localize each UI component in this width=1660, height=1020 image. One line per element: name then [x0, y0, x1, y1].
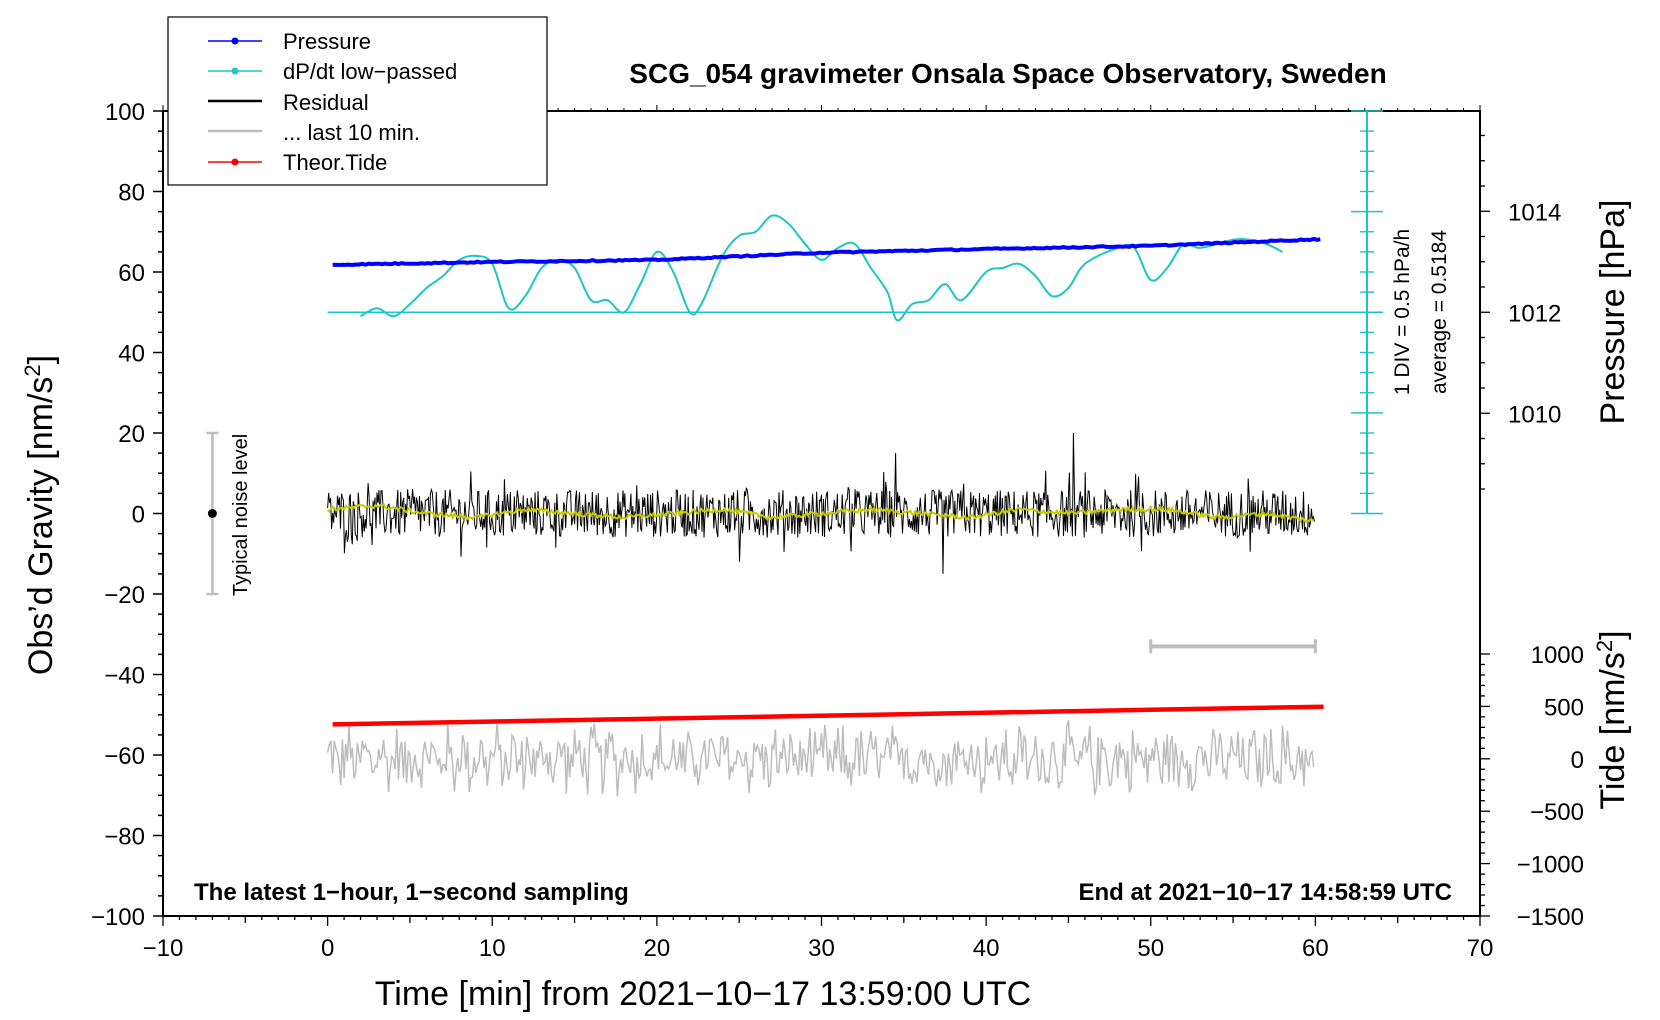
legend-label: Residual — [283, 90, 369, 115]
series-last10 — [326, 720, 1315, 797]
series-residual-smoothed — [326, 503, 1315, 524]
gravity-tick-label: 40 — [118, 341, 145, 368]
legend-item-pressure: Pressure — [208, 29, 371, 54]
time-tick-label: 20 — [644, 935, 671, 962]
tide-tick-label: −500 — [1530, 799, 1584, 826]
series-dpdt — [360, 214, 1283, 322]
series-residual — [327, 432, 1315, 574]
pressure-tick-label: 1010 — [1508, 401, 1561, 428]
legend-item-residual: Residual — [208, 90, 369, 115]
time-tick-label: 0 — [321, 935, 334, 962]
noise-bar-center — [207, 509, 217, 518]
series-pressure — [332, 236, 1321, 268]
tide-tick-label: 500 — [1544, 694, 1584, 721]
legend-item-last10: ... last 10 min. — [208, 120, 420, 145]
tide-tick-label: 0 — [1571, 747, 1584, 774]
time-axis: −10 0 10 20 30 40 50 60 70 — [143, 105, 1494, 962]
y-axis-title-tide: Tide [nm/s2] — [1592, 630, 1632, 809]
time-tick-label: 30 — [808, 935, 835, 962]
series-layer — [206, 214, 1324, 797]
gravity-tick-label: 100 — [105, 99, 145, 126]
time-tick-label: 70 — [1467, 935, 1494, 962]
gravity-tick-label: −80 — [104, 824, 145, 851]
time-tick-label: −10 — [143, 935, 184, 962]
gravity-tick-label: −60 — [104, 743, 145, 770]
annotation-left: The latest 1−hour, 1−second sampling — [194, 879, 629, 906]
time-tick-label: 10 — [479, 935, 506, 962]
legend-item-dpdt: dP/dt low−passed — [208, 59, 457, 84]
pressure-tick-label: 1014 — [1508, 199, 1561, 226]
legend-marker — [231, 37, 239, 45]
y-axis-title-pressure: Pressure [hPa] — [1594, 200, 1632, 425]
gravity-tick-label: −20 — [104, 582, 145, 609]
y-axis-title-gravity: Obs’d Gravity [nm/s2] — [20, 355, 60, 675]
series-tide — [332, 704, 1324, 727]
legend-label: dP/dt low−passed — [283, 59, 457, 84]
time-tick-label: 40 — [973, 935, 1000, 962]
time-tick-label: 50 — [1137, 935, 1164, 962]
scale-label: 1 DIV = 0.5 hPa/h — [1391, 229, 1414, 395]
pressure-tick-label: 1012 — [1508, 300, 1561, 327]
gravity-tick-label: −40 — [104, 663, 145, 690]
gravity-tick-label: 60 — [118, 260, 145, 287]
x-axis-title: Time [min] from 2021−10−17 13:59:00 UTC — [375, 975, 1031, 1013]
chart-title: SCG_054 gravimeter Onsala Space Observat… — [629, 58, 1386, 89]
gravity-axis: 100 80 60 40 20 0 −20 −40 −60 −80 −100 — [91, 99, 163, 931]
pressure-scale-bar — [327, 110, 1383, 515]
right-axes: 1014 1012 1010 1000 500 0 −500 −1000 −1500 — [1480, 134, 1584, 931]
time-tick-label: 60 — [1302, 935, 1329, 962]
tide-tick-label: −1500 — [1517, 904, 1584, 931]
legend-marker — [231, 158, 239, 166]
legend-label: ... last 10 min. — [283, 120, 420, 145]
gravity-tick-label: 20 — [118, 421, 145, 448]
tide-tick-label: 1000 — [1531, 642, 1584, 669]
noise-label: Typical noise level — [230, 434, 252, 596]
gravity-tick-label: 0 — [132, 502, 145, 529]
legend: Pressure dP/dt low−passed Residual ... l… — [167, 16, 548, 186]
legend-marker — [231, 67, 239, 75]
annotation-right: End at 2021−10−17 14:58:59 UTC — [1078, 879, 1452, 906]
gravity-tick-label: −100 — [91, 904, 145, 931]
tide-tick-label: −1000 — [1517, 852, 1584, 879]
legend-item-tide: Theor.Tide — [208, 150, 387, 175]
legend-label: Pressure — [283, 29, 371, 54]
legend-label: Theor.Tide — [283, 150, 387, 175]
average-label: average = 0.5184 — [1428, 230, 1451, 394]
gravity-tick-label: 80 — [118, 180, 145, 207]
